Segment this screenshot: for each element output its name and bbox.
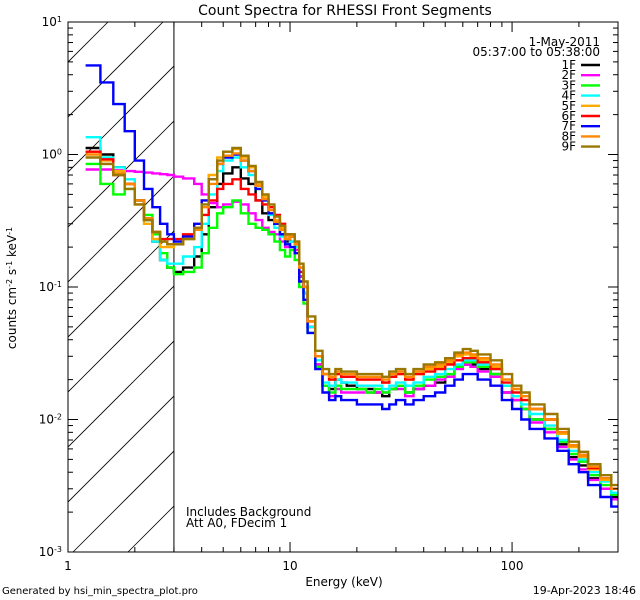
legend-label-8F: 8F (561, 129, 576, 143)
y-tick-label: 10-3 (39, 545, 62, 560)
legend-label-4F: 4F (561, 89, 576, 103)
hatch-line (68, 285, 174, 393)
y-tick-label: 100 (42, 147, 62, 162)
legend-label-6F: 6F (561, 109, 576, 123)
hatch-line (68, 230, 174, 338)
chart-title: Count Spectra for RHESSI Front Segments (198, 3, 492, 19)
series-line-4F (85, 136, 618, 494)
series-layer (85, 64, 618, 508)
series-line-9F (85, 146, 618, 487)
time-range-annotation: 05:37:00 to 05:38:00 (473, 45, 600, 59)
hatch-line (403, 22, 640, 552)
hatch-line (513, 22, 640, 552)
axis-ticks: 1 10 100 10-3 10-2 10-1 100 101 (39, 15, 619, 573)
hatch-line (623, 22, 640, 552)
series-line-8F (85, 152, 618, 490)
legend-label-7F: 7F (561, 119, 576, 133)
y-tick-label: 10-2 (39, 412, 62, 427)
hatch-lines (68, 22, 640, 552)
legend-label-2F: 2F (561, 68, 576, 82)
y-tick-label: 101 (42, 15, 62, 30)
hatch-line (68, 22, 164, 118)
series-line-3F (85, 162, 618, 496)
date-annotation: 1-May-2011 (529, 35, 600, 49)
attenuator-note: Att A0, FDecim 1 (186, 516, 287, 530)
timestamp-note: 19-Apr-2023 18:46 (533, 584, 636, 597)
hatch-line (72, 450, 174, 552)
series-line-6F (85, 150, 618, 490)
y-tick-label: 10-1 (39, 280, 62, 295)
series-line-1F (85, 146, 618, 499)
x-tick-label: 10 (282, 559, 297, 573)
legend-label-5F: 5F (561, 99, 576, 113)
background-note: Includes Background (186, 505, 311, 519)
legend-label-3F: 3F (561, 78, 576, 92)
hatch-line (68, 65, 174, 173)
legend-label-9F: 9F (561, 140, 576, 154)
series-line-5F (85, 147, 618, 490)
x-tick-label: 100 (501, 559, 524, 573)
x-tick-label: 1 (64, 559, 72, 573)
plot-frame (67, 21, 619, 553)
x-axis-label: Energy (keV) (305, 575, 382, 589)
excluded-region-hatch (68, 22, 640, 552)
series-line-7F (85, 64, 618, 508)
hatch-line (68, 395, 174, 503)
generated-by-note: Generated by hsi_min_spectra_plot.pro (2, 586, 198, 597)
y-axis-label: counts cm-2 s-1 keV-1 (5, 227, 20, 349)
legend-label-1F: 1F (561, 58, 576, 72)
series-line-2F (85, 168, 618, 501)
